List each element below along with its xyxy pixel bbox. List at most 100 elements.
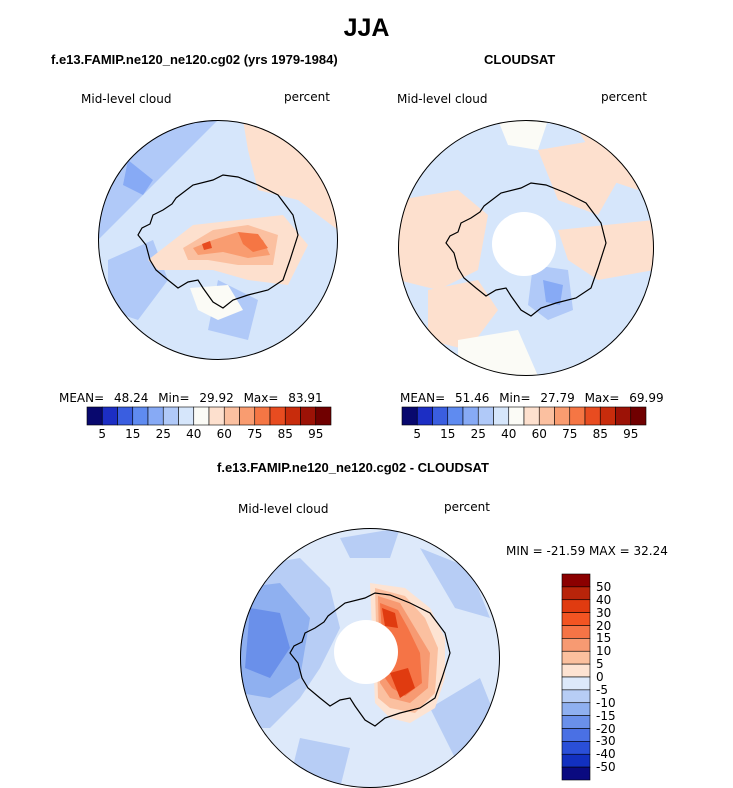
- panel-1-colorbar-swatch-15: [315, 406, 332, 426]
- panel-2-colorbar-swatch-13: [599, 406, 616, 426]
- panel-1-variable-label: Mid-level cloud: [81, 92, 172, 106]
- panel-1-stats: MEAN= 48.24 Min= 29.92 Max= 83.91: [59, 391, 323, 405]
- difference-colorbar-tick-label: 30: [596, 605, 612, 620]
- panel-2-colorbar-tick-label: 95: [623, 427, 639, 441]
- panel-1-colorbar-swatch-4: [147, 406, 164, 426]
- max-label: Max=: [584, 391, 620, 405]
- panel-1-colorbar-swatch-2: [117, 406, 134, 426]
- panel-2-colorbar-swatch-11: [569, 406, 586, 426]
- panel-1-colorbar-tick-label: 85: [277, 427, 293, 441]
- max-value: 69.99: [629, 391, 664, 405]
- difference-colorbar-swatch-10: [561, 702, 591, 716]
- difference-no-data-hole: [334, 620, 398, 684]
- difference-colorbar-swatch-15: [561, 766, 591, 781]
- difference-colorbar-tick-label: -5: [596, 682, 608, 697]
- panel-2-colorbar-swatch-7: [508, 406, 525, 426]
- difference-colorbar-swatch-8: [561, 676, 591, 691]
- panel-2-colorbar-tick-label: 60: [531, 427, 547, 441]
- panel-2-colorbar-swatch-0: [401, 406, 418, 426]
- panel-1-colorbar-tick-label: 95: [308, 427, 324, 441]
- panel-1-colorbar-swatch-0: [86, 406, 103, 426]
- panel-2-colorbar-swatch-15: [630, 406, 647, 426]
- max-label: Max=: [243, 391, 279, 405]
- difference-variable-label: Mid-level cloud: [238, 502, 329, 516]
- panel-1-colorbar-swatch-6: [178, 406, 195, 426]
- panel-1-colorbar-swatch-13: [284, 406, 301, 426]
- difference-units-label: percent: [444, 500, 490, 514]
- season-title: JJA: [343, 14, 390, 42]
- difference-polar-map: [240, 528, 500, 788]
- min-value: 29.92: [199, 391, 234, 405]
- panel-2-colorbar-tick-label: 75: [562, 427, 578, 441]
- panel-2-units-label: percent: [601, 90, 647, 104]
- panel-1-polar-map: [98, 120, 338, 360]
- panel-2-colorbar-tick-label: 85: [592, 427, 608, 441]
- panel-2-colorbar-swatch-1: [416, 406, 433, 426]
- panel-2-colorbar-swatch-8: [523, 406, 540, 426]
- difference-colorbar-tick-label: 20: [596, 618, 612, 633]
- panel-1-units-label: percent: [284, 90, 330, 104]
- panel-2-colorbar-swatch-9: [538, 406, 555, 426]
- panel-1-colorbar-tick-label: 25: [155, 427, 171, 441]
- difference-colorbar-swatch-11: [561, 715, 591, 729]
- panel-2-colorbar-swatch-4: [462, 406, 479, 426]
- difference-colorbar-tick-label: 5: [596, 657, 604, 672]
- panel-1-title: f.e13.FAMIP.ne120_ne120.cg02 (yrs 1979-1…: [51, 52, 338, 67]
- panel-2-colorbar: [401, 406, 647, 426]
- panel-1-colorbar-tick-label: 60: [216, 427, 232, 441]
- panel-2-polar-map: [398, 120, 654, 376]
- panel-1-colorbar-tick-label: 40: [186, 427, 202, 441]
- panel-2-no-data-hole: [492, 212, 556, 276]
- difference-colorbar: [561, 573, 591, 781]
- min-value: 27.79: [540, 391, 575, 405]
- panel-1-colorbar-tick-label: 5: [98, 427, 107, 441]
- panel-1-colorbar-tick-label: 15: [125, 427, 141, 441]
- panel-1-colorbar-swatch-11: [254, 406, 271, 426]
- difference-title: f.e13.FAMIP.ne120_ne120.cg02 - CLOUDSAT: [217, 460, 489, 475]
- mean-value: 48.24: [114, 391, 149, 405]
- panel-2-colorbar-tick-label: 40: [501, 427, 517, 441]
- mean-value: 51.46: [455, 391, 490, 405]
- panel-1-colorbar-swatch-14: [300, 406, 317, 426]
- difference-colorbar-tick-label: 50: [596, 579, 612, 594]
- difference-colorbar-tick-label: 10: [596, 644, 612, 659]
- panel-2-colorbar-swatch-2: [432, 406, 449, 426]
- panel-2-colorbar-swatch-10: [554, 406, 571, 426]
- min-label: Min=: [158, 391, 190, 405]
- panel-2-colorbar-swatch-3: [447, 406, 464, 426]
- difference-colorbar-swatch-2: [561, 599, 591, 613]
- panel-2-colorbar-ticks: 5 15 25 40 60 75 85 95: [402, 427, 646, 443]
- difference-colorbar-tick-label: -50: [596, 760, 616, 775]
- difference-colorbar-swatch-3: [561, 612, 591, 626]
- difference-colorbar-swatch-13: [561, 741, 591, 755]
- mean-label: MEAN=: [400, 391, 446, 405]
- panel-1-colorbar-swatch-1: [101, 406, 118, 426]
- panel-1-colorbar-swatch-5: [162, 406, 179, 426]
- panel-2-colorbar-swatch-12: [584, 406, 601, 426]
- panel-1-colorbar-swatch-7: [193, 406, 210, 426]
- difference-colorbar-swatch-7: [561, 663, 591, 678]
- difference-colorbar-tick-label: -20: [596, 721, 616, 736]
- difference-colorbar-swatch-1: [561, 586, 591, 601]
- difference-colorbar-swatch-9: [561, 689, 591, 704]
- difference-colorbar-tick-label: 15: [596, 631, 612, 646]
- difference-colorbar-tick-label: 0: [596, 670, 604, 684]
- panel-1-colorbar-tick-label: 75: [247, 427, 263, 441]
- panel-1-colorbar-swatch-10: [239, 406, 256, 426]
- difference-colorbar-swatch-14: [561, 753, 591, 768]
- difference-colorbar-tick-label: -30: [596, 734, 616, 749]
- panel-2-colorbar-swatch-6: [493, 406, 510, 426]
- max-value: 83.91: [288, 391, 323, 405]
- difference-colorbar-ticks: 50 40 30 20 15 10 5 0 -5 -10 -15 -20 -30 -40 -50: [596, 574, 646, 780]
- difference-colorbar-tick-label: -15: [596, 708, 616, 723]
- panel-2-stats: MEAN= 51.46 Min= 27.79 Max= 69.99: [400, 391, 664, 405]
- difference-colorbar-swatch-4: [561, 625, 591, 639]
- difference-colorbar-tick-label: 40: [596, 592, 612, 607]
- difference-colorbar-tick-label: -10: [596, 695, 616, 710]
- panel-1-colorbar-swatch-3: [132, 406, 149, 426]
- panel-1-colorbar: [86, 406, 332, 426]
- difference-colorbar-swatch-0: [561, 573, 591, 588]
- min-label: Min=: [499, 391, 531, 405]
- panel-1-colorbar-ticks: 5 15 25 40 60 75 85 95: [87, 427, 331, 443]
- difference-colorbar-swatch-12: [561, 728, 591, 742]
